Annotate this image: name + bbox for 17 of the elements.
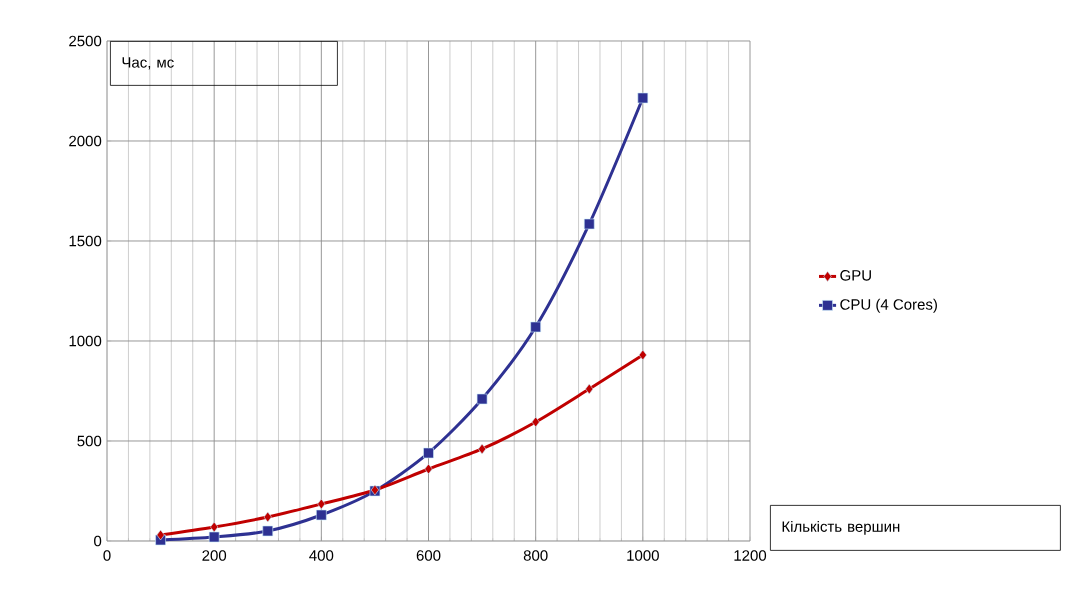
y-tick-label: 0 (94, 535, 102, 547)
y-tick-label: 1000 (69, 335, 102, 347)
legend-label: CPU (4 Cores) (840, 298, 937, 313)
x-axis-title: Кількість вершин (782, 520, 900, 535)
x-tick-label: 400 (309, 550, 334, 561)
y-axis-title: Час, мс (122, 57, 174, 70)
x-tick-label: 600 (416, 550, 441, 561)
y-tick-label: 2000 (69, 135, 102, 147)
x-tick-label: 800 (523, 550, 548, 561)
x-tick-label: 200 (202, 550, 227, 561)
x-tick-label: 1000 (627, 550, 659, 561)
y-tick-label: 500 (77, 435, 102, 447)
legend-label: GPU (840, 270, 871, 281)
y-tick-label: 1500 (69, 235, 102, 247)
x-tick-label: 1200 (734, 550, 767, 561)
x-tick-label: 0 (103, 550, 111, 561)
y-tick-label: 2500 (69, 35, 102, 47)
